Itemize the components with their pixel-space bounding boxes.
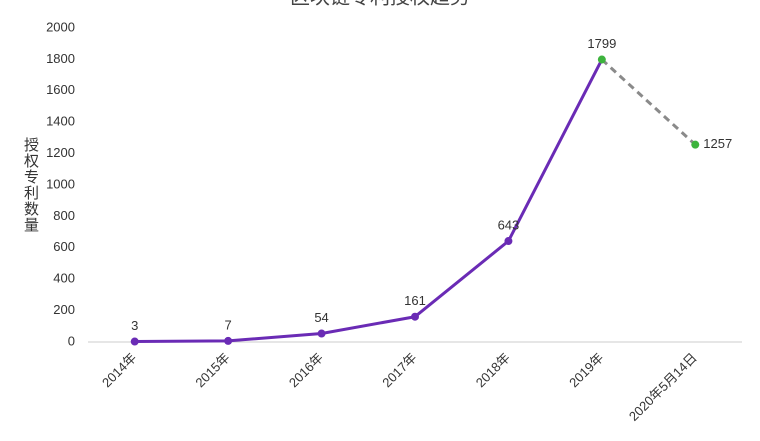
point bbox=[224, 336, 233, 345]
point bbox=[691, 140, 700, 149]
y-tick-label: 600 bbox=[53, 239, 75, 254]
y-tick-label: 1000 bbox=[46, 176, 75, 191]
x-tick-label: 2014年 bbox=[99, 350, 139, 390]
x-tick-label: 2016年 bbox=[286, 350, 326, 390]
point bbox=[130, 337, 139, 346]
chart-title: 区块链专利授权趋势 bbox=[290, 0, 470, 8]
point bbox=[317, 329, 326, 338]
data-label: 643 bbox=[498, 217, 520, 232]
dashed-line bbox=[600, 58, 697, 146]
data-label: 1257 bbox=[703, 136, 732, 151]
y-tick-label: 1800 bbox=[46, 51, 75, 66]
y-tick-label: 0 bbox=[68, 333, 75, 348]
y-tick-label: 1600 bbox=[46, 82, 75, 97]
x-tick-label: 2015年 bbox=[192, 350, 232, 390]
line bbox=[134, 58, 604, 344]
data-label: 1799 bbox=[587, 36, 616, 51]
x-tick-label: 2017年 bbox=[379, 350, 419, 390]
x-tick-label: 2020年5月14日 bbox=[626, 350, 700, 424]
data-label: 161 bbox=[404, 293, 426, 308]
y-tick-label: 2000 bbox=[46, 19, 75, 34]
y-tick-label: 1400 bbox=[46, 114, 75, 129]
data-label: 7 bbox=[225, 317, 232, 332]
y-tick-label: 200 bbox=[53, 302, 75, 317]
point bbox=[504, 237, 513, 246]
point bbox=[411, 312, 419, 321]
y-tick-label: 1200 bbox=[46, 145, 75, 160]
point bbox=[597, 55, 606, 64]
data-label: 54 bbox=[314, 310, 328, 325]
y-tick-label: 800 bbox=[53, 208, 75, 223]
x-tick-label: 2019年 bbox=[566, 350, 606, 390]
y-axis-label: 授权专利数量 bbox=[22, 137, 39, 233]
data-label: 3 bbox=[131, 318, 138, 333]
x-tick-label: 2018年 bbox=[473, 350, 513, 390]
y-tick-label: 400 bbox=[53, 271, 75, 286]
